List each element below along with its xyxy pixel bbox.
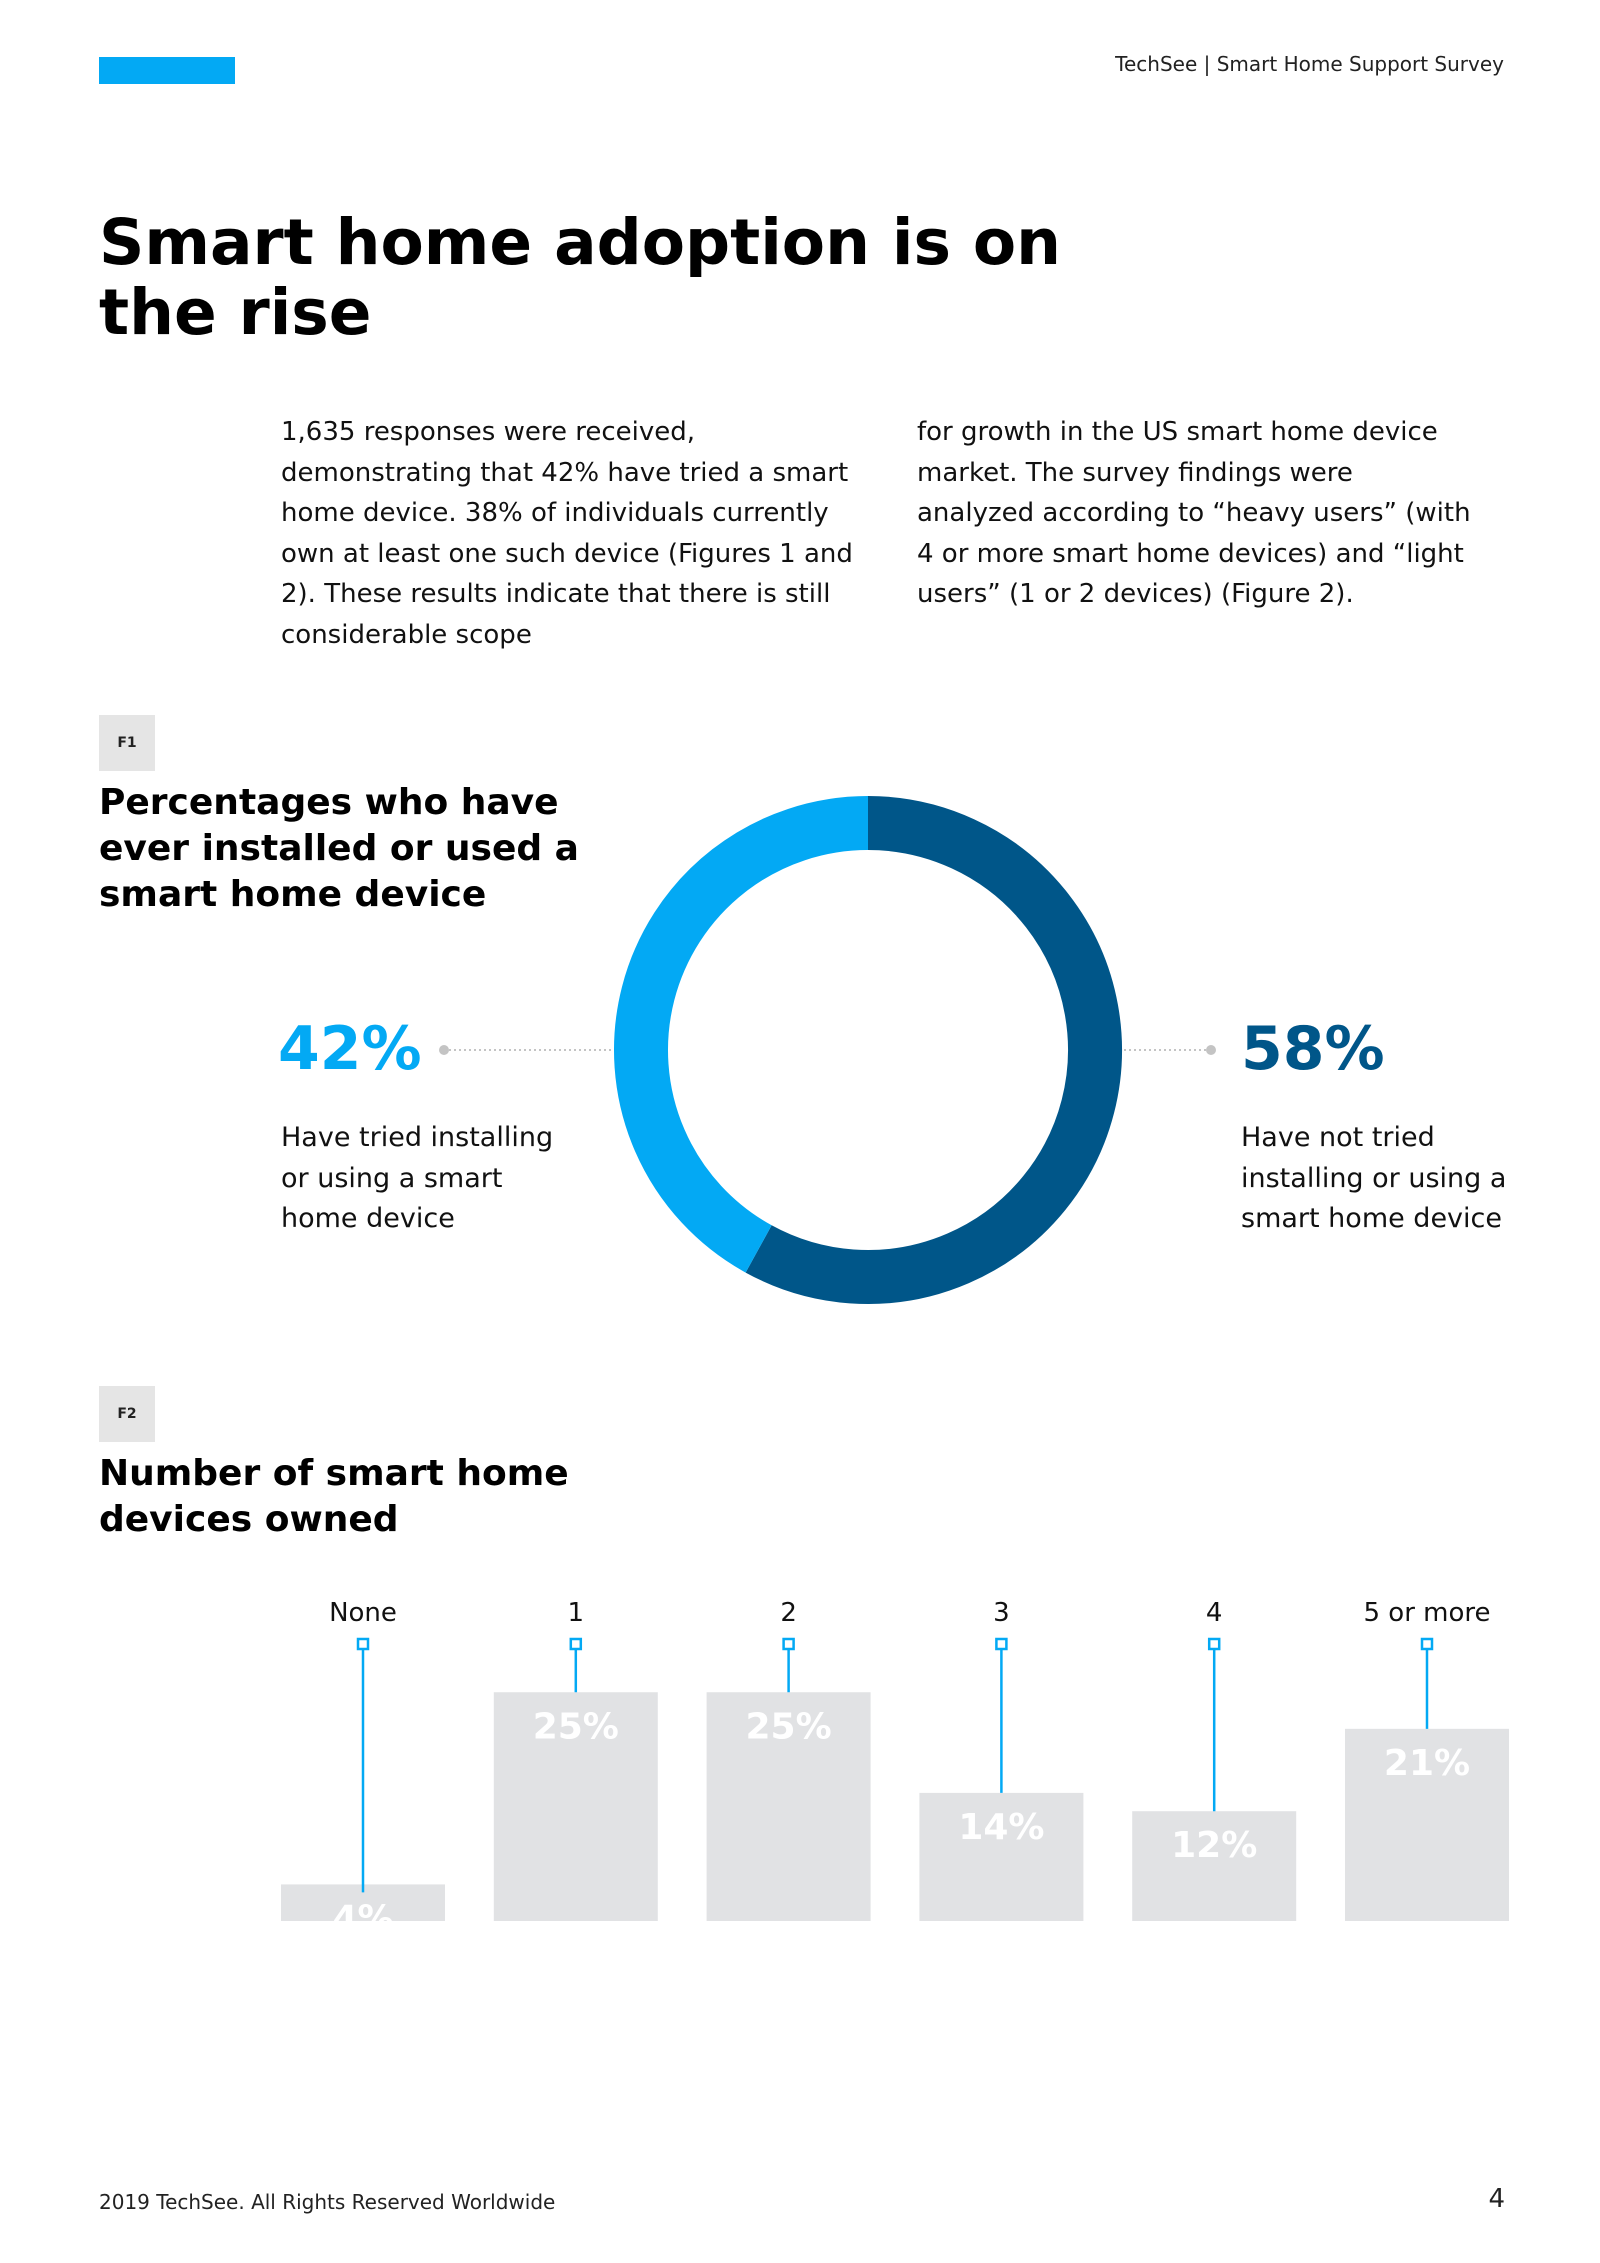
value-label-1: 25% bbox=[533, 1706, 619, 1747]
value-label-2: 25% bbox=[746, 1706, 832, 1747]
intro-paragraph-column-1: 1,635 responses were received, demonstra… bbox=[281, 417, 853, 650]
devices-bar-chart: None 4% 1 25% 2 25% 3 14% 4 12% 5 or more 21% bbox=[281, 1598, 1509, 1939]
value-label-4: 12% bbox=[1171, 1825, 1257, 1866]
bar-marker-1 bbox=[569, 1637, 583, 1651]
tried-percentage: 42% bbox=[278, 1014, 422, 1084]
not-tried-label: Have not tried installing or using a sma… bbox=[1241, 1122, 1507, 1234]
leader-dot-not-tried bbox=[1206, 1045, 1216, 1055]
category-label-4: 4 bbox=[1206, 1598, 1223, 1628]
category-label-5: 5 or more bbox=[1363, 1598, 1490, 1628]
value-label-3: 14% bbox=[958, 1807, 1044, 1848]
figure-2-tag: F2 bbox=[99, 1386, 155, 1442]
donut-slice-not-tried bbox=[745, 796, 1122, 1304]
not-tried-percentage: 58% bbox=[1241, 1014, 1385, 1084]
intro-paragraph-column-2: for growth in the US smart home device m… bbox=[917, 417, 1471, 609]
bar-5 bbox=[1345, 1728, 1509, 1921]
header-title: TechSee | Smart Home Support Survey bbox=[1115, 52, 1504, 76]
category-label-3: 3 bbox=[993, 1598, 1010, 1628]
bar-marker-2 bbox=[782, 1637, 795, 1651]
value-label-5: 21% bbox=[1384, 1743, 1470, 1784]
category-label-1: 1 bbox=[568, 1598, 585, 1628]
bar-4 bbox=[1132, 1811, 1297, 1921]
bar-marker-4 bbox=[1207, 1637, 1221, 1651]
footer-copyright: 2019 TechSee. All Rights Reserved Worldw… bbox=[99, 2190, 556, 2214]
bar-marker-0 bbox=[356, 1637, 370, 1651]
leader-dot-tried bbox=[439, 1045, 449, 1055]
donut-chart bbox=[439, 796, 1216, 1304]
tried-label: Have tried installing or using a smart h… bbox=[281, 1122, 554, 1234]
header-accent-bar bbox=[99, 57, 235, 84]
bar-3 bbox=[919, 1792, 1084, 1921]
bar-1 bbox=[493, 1692, 658, 1921]
figure-1-tag: F1 bbox=[99, 715, 155, 771]
bar-marker-3 bbox=[995, 1637, 1008, 1651]
page-number: 4 bbox=[1488, 2184, 1505, 2214]
category-label-0: None bbox=[329, 1598, 397, 1628]
page-title: Smart home adoption is on the rise bbox=[99, 206, 1062, 349]
donut-slice-tried bbox=[614, 796, 869, 1273]
category-label-2: 2 bbox=[780, 1598, 797, 1628]
value-label-0: 4% bbox=[332, 1898, 393, 1939]
figure-2-title: Number of smart home devices owned bbox=[99, 1453, 569, 1540]
figure-1-title: Percentages who have ever installed or u… bbox=[99, 782, 579, 915]
bar-marker-5 bbox=[1420, 1637, 1434, 1651]
bar-2 bbox=[706, 1692, 871, 1921]
